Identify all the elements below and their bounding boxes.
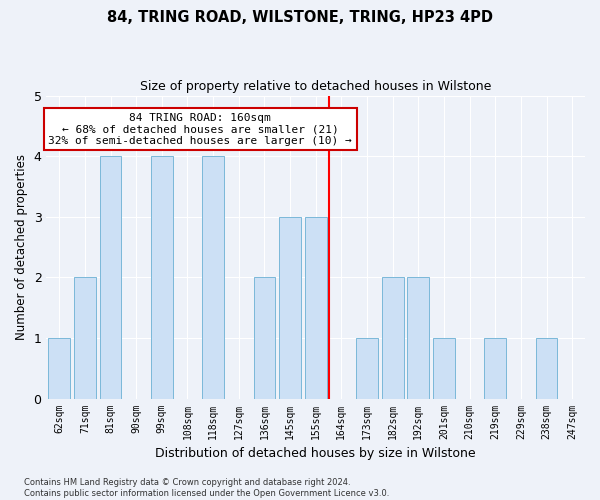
Bar	[356, 338, 378, 398]
Bar	[484, 338, 506, 398]
Bar	[536, 338, 557, 398]
Bar	[254, 278, 275, 398]
Text: 84 TRING ROAD: 160sqm
← 68% of detached houses are smaller (21)
32% of semi-deta: 84 TRING ROAD: 160sqm ← 68% of detached …	[49, 112, 352, 146]
Bar	[382, 278, 404, 398]
Bar	[74, 278, 96, 398]
Bar	[305, 217, 326, 398]
Bar	[407, 278, 429, 398]
Bar	[151, 156, 173, 398]
Bar	[49, 338, 70, 398]
Text: Contains HM Land Registry data © Crown copyright and database right 2024.
Contai: Contains HM Land Registry data © Crown c…	[24, 478, 389, 498]
Title: Size of property relative to detached houses in Wilstone: Size of property relative to detached ho…	[140, 80, 491, 93]
X-axis label: Distribution of detached houses by size in Wilstone: Distribution of detached houses by size …	[155, 447, 476, 460]
Bar	[202, 156, 224, 398]
Bar	[100, 156, 121, 398]
Bar	[433, 338, 455, 398]
Text: 84, TRING ROAD, WILSTONE, TRING, HP23 4PD: 84, TRING ROAD, WILSTONE, TRING, HP23 4P…	[107, 10, 493, 25]
Y-axis label: Number of detached properties: Number of detached properties	[15, 154, 28, 340]
Bar	[279, 217, 301, 398]
